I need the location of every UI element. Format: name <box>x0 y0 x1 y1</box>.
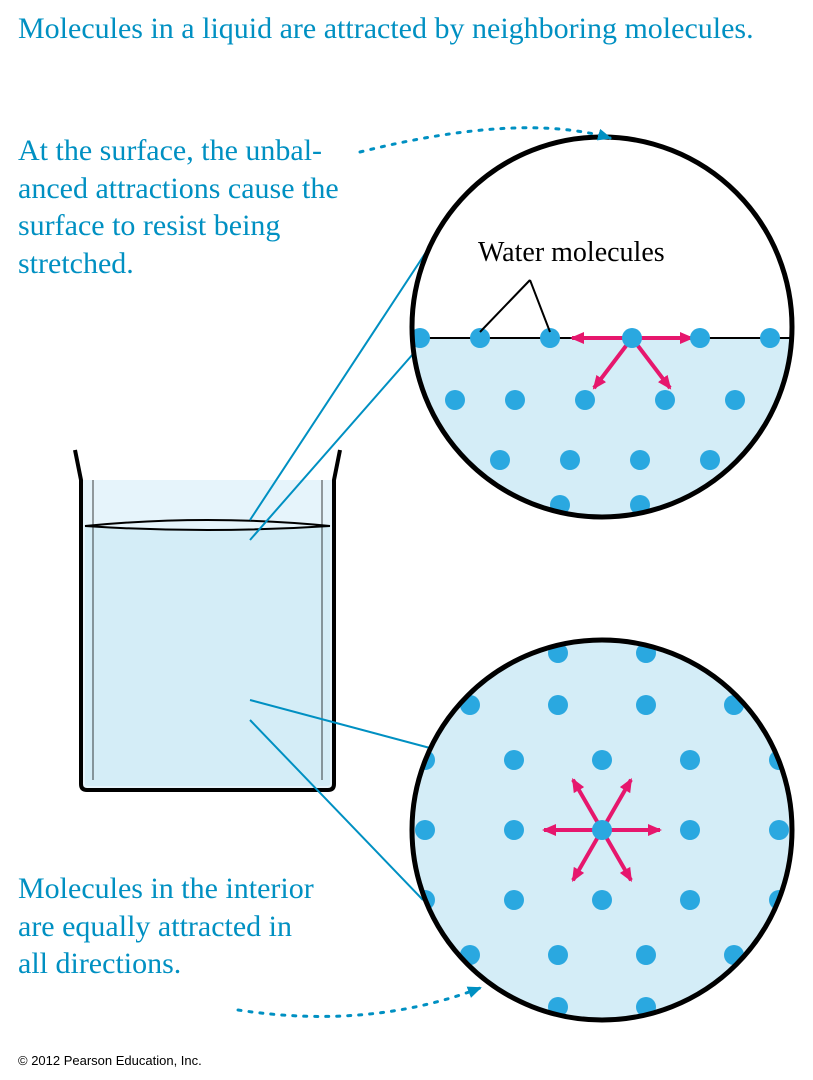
water-molecule <box>622 328 642 348</box>
water-molecule <box>415 820 435 840</box>
water-molecule <box>504 750 524 770</box>
water-molecule <box>769 820 789 840</box>
water-molecule <box>575 390 595 410</box>
water-molecule <box>548 945 568 965</box>
water-molecule <box>630 450 650 470</box>
caption-surface: At the surface, the unbal- anced attract… <box>18 132 398 282</box>
water-molecule <box>504 820 524 840</box>
water-molecule <box>490 450 510 470</box>
water-molecule <box>505 390 525 410</box>
water-molecule <box>690 328 710 348</box>
caption-top: Molecules in a liquid are attracted by n… <box>18 10 758 48</box>
label-water-molecules: Water molecules <box>478 238 778 269</box>
water-molecule <box>725 390 745 410</box>
water-molecule <box>592 890 612 910</box>
water-molecule <box>592 750 612 770</box>
water-molecule <box>655 390 675 410</box>
water-molecule <box>445 390 465 410</box>
water-molecule <box>560 450 580 470</box>
water-molecule <box>504 890 524 910</box>
water-molecule <box>592 820 612 840</box>
copyright-text: © 2012 Pearson Education, Inc. <box>18 1053 202 1068</box>
water-molecule <box>680 820 700 840</box>
water-molecule <box>636 695 656 715</box>
dotted-pointer <box>238 988 480 1016</box>
water-molecule <box>700 450 720 470</box>
water-molecule <box>760 328 780 348</box>
diagram-stage: Molecules in a liquid are attracted by n… <box>0 0 813 1080</box>
beaker-water <box>85 526 330 786</box>
water-molecule <box>680 890 700 910</box>
caption-interior: Molecules in the interior are equally at… <box>18 870 318 983</box>
water-molecule <box>548 695 568 715</box>
water-molecule <box>680 750 700 770</box>
water-molecule <box>636 945 656 965</box>
